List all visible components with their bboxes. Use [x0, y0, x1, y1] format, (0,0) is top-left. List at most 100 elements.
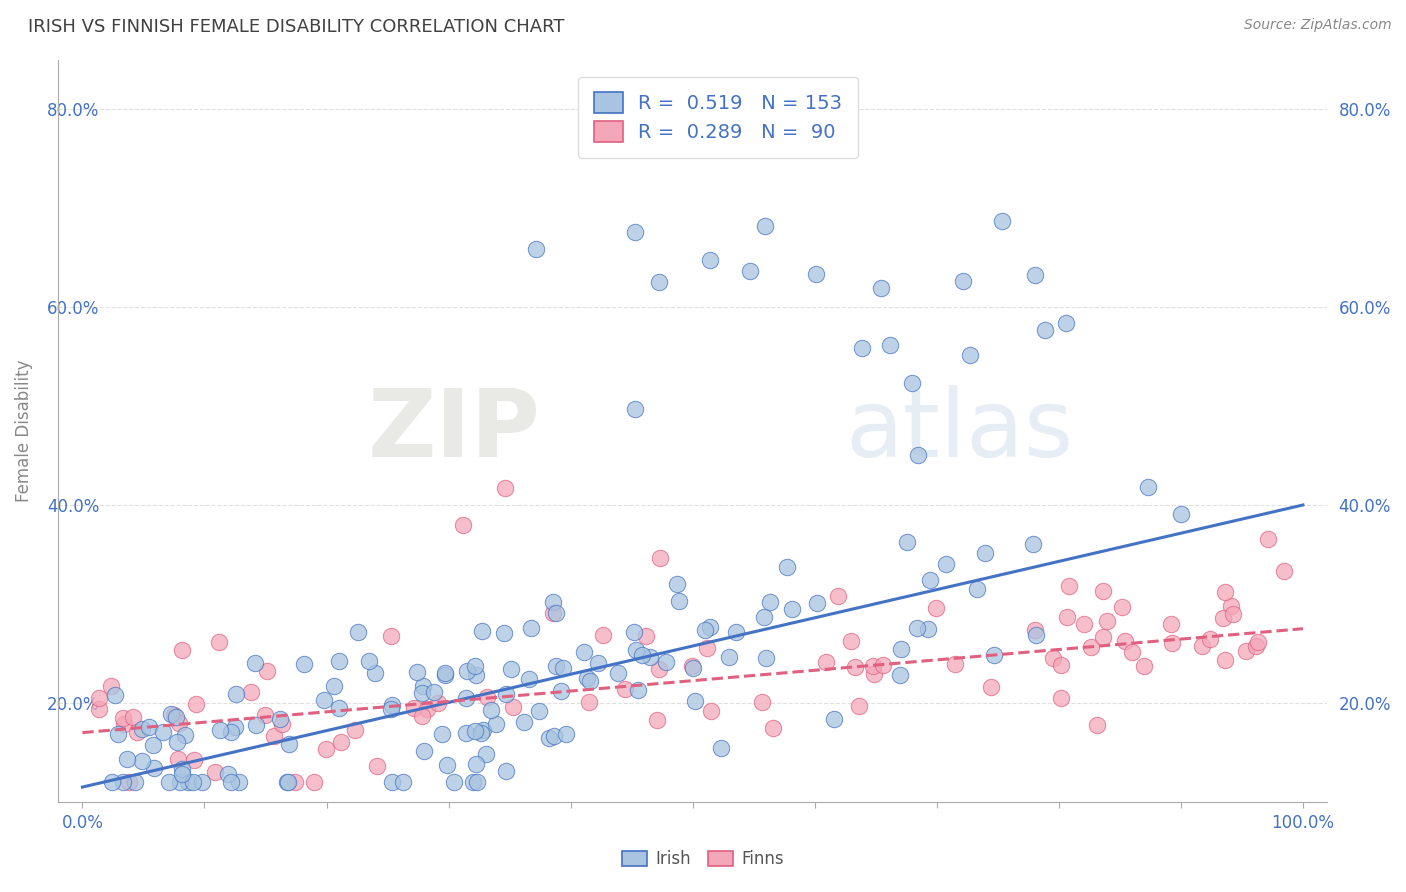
Point	[1132, 659, 1154, 673]
Point	[907, 448, 929, 462]
Point	[1160, 617, 1182, 632]
Point	[624, 643, 647, 657]
Point	[1095, 614, 1118, 628]
Point	[541, 595, 564, 609]
Point	[495, 764, 517, 779]
Point	[579, 673, 602, 688]
Point	[112, 775, 135, 789]
Point	[655, 655, 678, 669]
Point	[451, 518, 474, 533]
Point	[862, 659, 884, 673]
Point	[177, 775, 200, 789]
Point	[553, 661, 575, 675]
Point	[1050, 658, 1073, 673]
Legend: R =  0.519   N = 153, R =  0.289   N =  90: R = 0.519 N = 153, R = 0.289 N = 90	[578, 77, 858, 158]
Text: ZIP: ZIP	[367, 384, 540, 476]
Point	[1136, 479, 1159, 493]
Point	[685, 694, 707, 708]
Point	[896, 535, 918, 549]
Point	[464, 757, 486, 772]
Point	[125, 724, 148, 739]
Point	[391, 775, 413, 789]
Point	[983, 648, 1005, 662]
Point	[138, 720, 160, 734]
Point	[586, 656, 609, 670]
Point	[364, 665, 387, 680]
Point	[681, 658, 703, 673]
Point	[204, 765, 226, 780]
Text: IRISH VS FINNISH FEMALE DISABILITY CORRELATION CHART: IRISH VS FINNISH FEMALE DISABILITY CORRE…	[28, 18, 565, 36]
Point	[1024, 268, 1046, 282]
Point	[254, 708, 277, 723]
Point	[330, 735, 353, 749]
Point	[228, 775, 250, 789]
Point	[966, 582, 988, 597]
Point	[1222, 607, 1244, 622]
Point	[104, 688, 127, 702]
Point	[172, 767, 194, 781]
Point	[1024, 624, 1046, 638]
Point	[412, 679, 434, 693]
Point	[648, 662, 671, 676]
Point	[665, 577, 688, 591]
Point	[184, 697, 207, 711]
Point	[529, 704, 551, 718]
Point	[991, 214, 1014, 228]
Point	[485, 717, 508, 731]
Point	[463, 775, 485, 789]
Point	[157, 775, 180, 789]
Point	[346, 624, 368, 639]
Point	[1161, 636, 1184, 650]
Point	[1073, 616, 1095, 631]
Point	[411, 686, 433, 700]
Point	[1198, 632, 1220, 647]
Point	[717, 650, 740, 665]
Point	[973, 546, 995, 560]
Point	[183, 753, 205, 767]
Point	[806, 268, 828, 282]
Point	[1091, 631, 1114, 645]
Point	[1213, 652, 1236, 666]
Point	[578, 695, 600, 709]
Point	[1114, 633, 1136, 648]
Point	[423, 685, 446, 699]
Point	[648, 275, 671, 289]
Point	[284, 775, 307, 789]
Point	[699, 253, 721, 268]
Text: Source: ZipAtlas.com: Source: ZipAtlas.com	[1244, 18, 1392, 32]
Point	[634, 629, 657, 643]
Point	[1092, 583, 1115, 598]
Point	[464, 659, 486, 673]
Point	[668, 594, 690, 608]
Point	[494, 481, 516, 495]
Point	[380, 629, 402, 643]
Point	[520, 621, 543, 635]
Point	[1234, 643, 1257, 657]
Point	[1274, 565, 1296, 579]
Point	[131, 754, 153, 768]
Point	[623, 402, 645, 417]
Point	[541, 606, 564, 620]
Point	[630, 648, 652, 662]
Point	[174, 728, 197, 742]
Point	[1050, 690, 1073, 705]
Point	[1244, 639, 1267, 653]
Point	[380, 701, 402, 715]
Point	[1054, 317, 1077, 331]
Point	[638, 650, 661, 665]
Point	[456, 665, 478, 679]
Point	[502, 699, 524, 714]
Point	[959, 348, 981, 362]
Point	[925, 600, 948, 615]
Point	[89, 702, 111, 716]
Point	[517, 672, 540, 686]
Point	[1191, 639, 1213, 653]
Point	[575, 671, 598, 685]
Point	[142, 761, 165, 775]
Point	[1033, 322, 1056, 336]
Point	[905, 621, 928, 635]
Point	[624, 225, 647, 239]
Point	[165, 709, 187, 723]
Point	[917, 623, 939, 637]
Point	[752, 610, 775, 624]
